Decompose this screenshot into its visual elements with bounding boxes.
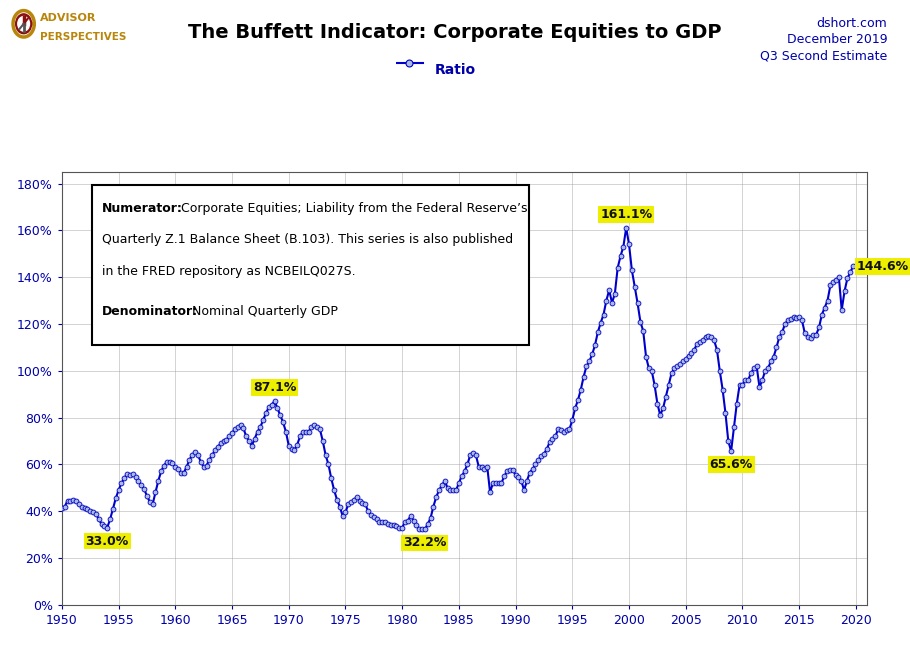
Text: dshort.com: dshort.com (816, 17, 887, 30)
Circle shape (18, 17, 29, 31)
Text: ADVISOR: ADVISOR (40, 13, 96, 23)
Text: 32.2%: 32.2% (403, 537, 447, 549)
Text: Corporate Equities; Liability from the Federal Reserve’s: Corporate Equities; Liability from the F… (177, 202, 528, 215)
Circle shape (15, 14, 32, 34)
Text: Denominator:: Denominator: (102, 305, 198, 318)
Text: 87.1%: 87.1% (253, 381, 297, 394)
Text: in the FRED repository as NCBEILQ027S.: in the FRED repository as NCBEILQ027S. (102, 264, 356, 278)
Text: 33.0%: 33.0% (86, 535, 129, 547)
Text: Quarterly Z.1 Balance Sheet (B.103). This series is also published: Quarterly Z.1 Balance Sheet (B.103). Thi… (102, 233, 513, 247)
Text: December 2019: December 2019 (786, 33, 887, 46)
FancyBboxPatch shape (93, 185, 529, 345)
Text: PERSPECTIVES: PERSPECTIVES (40, 32, 126, 42)
Text: 161.1%: 161.1% (600, 208, 652, 221)
Text: Ratio: Ratio (434, 63, 476, 77)
Text: The Buffett Indicator: Corporate Equities to GDP: The Buffett Indicator: Corporate Equitie… (188, 23, 722, 42)
Text: Q3 Second Estimate: Q3 Second Estimate (760, 50, 887, 63)
Text: Numerator:: Numerator: (102, 202, 183, 215)
Text: 144.6%: 144.6% (856, 260, 908, 273)
Text: 65.6%: 65.6% (710, 458, 753, 471)
Text: Nominal Quarterly GDP: Nominal Quarterly GDP (188, 305, 339, 318)
